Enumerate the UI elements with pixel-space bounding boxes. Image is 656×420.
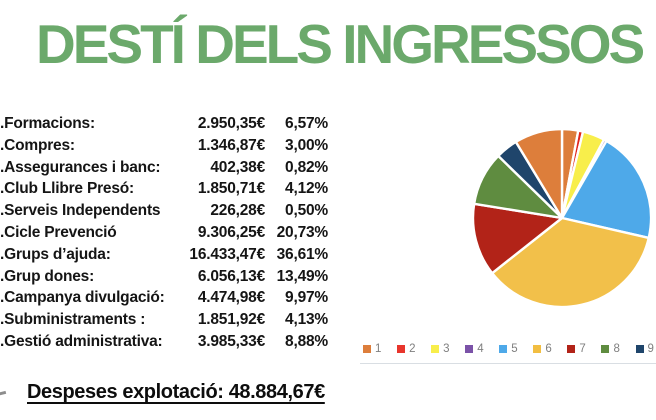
legend-item: 5 — [499, 343, 518, 355]
table-row: .Subministraments : 1.851,92€ 4,13% — [0, 309, 334, 331]
expense-table: .Formacions: 2.950,35€ 6,57% .Compres: 1… — [0, 113, 334, 353]
table-row: .Formacions: 2.950,35€ 6,57% — [0, 113, 334, 135]
table-row: .Serveis Independents 226,28€ 0,50% — [0, 200, 334, 222]
row-amount: 1.850,71€ — [197, 180, 265, 198]
legend-item: 2 — [397, 343, 415, 355]
pie-slice — [560, 139, 653, 240]
row-label: .Grups d’ajuda: — [0, 245, 111, 263]
table-row: .Compres: 1.346,87€ 3,00% — [0, 135, 334, 157]
legend-item: 6 — [533, 343, 552, 355]
row-label: .Gestió administrativa: — [0, 332, 163, 350]
legend-color-swatch-icon — [567, 345, 576, 353]
row-label: .Cicle Prevenció — [0, 223, 117, 241]
legend-color-swatch-icon — [499, 345, 508, 353]
row-label: .Club Llibre Presó: — [0, 180, 134, 198]
row-amount: 4.474,98€ — [197, 289, 265, 307]
row-label: .Serveis Independents — [0, 202, 161, 220]
legend-color-swatch-icon — [533, 345, 542, 353]
legend-label: 7 — [579, 343, 586, 355]
row-percentage: 3,00% — [285, 136, 328, 154]
legend-item: 9 — [635, 343, 654, 355]
legend-color-swatch-icon — [601, 345, 610, 353]
table-row: .Grup dones: 6.056,13€ 13,49% — [0, 266, 334, 288]
legend-label: 8 — [613, 343, 620, 355]
row-amount: 9.306,25€ — [197, 223, 265, 241]
row-label: .Assegurances i banc: — [0, 158, 161, 176]
legend-divider — [360, 363, 656, 364]
table-row: .Campanya divulgació: 4.474,98€ 9,97% — [0, 287, 334, 309]
table-row: .Club Llibre Presó: 1.850,71€ 4,12% — [0, 178, 334, 200]
row-percentage: 4,12% — [285, 180, 328, 198]
legend-item: 4 — [465, 343, 484, 355]
legend-label: 6 — [545, 343, 552, 355]
legend-item: 3 — [431, 343, 450, 355]
legend-color-swatch-icon — [431, 345, 440, 353]
row-percentage: 4,13% — [285, 311, 328, 329]
row-label: .Compres: — [0, 136, 75, 154]
legend-label: 1 — [375, 343, 382, 355]
row-percentage: 9,97% — [285, 289, 328, 307]
pie-slice — [471, 202, 564, 275]
row-percentage: 0,82% — [285, 158, 328, 176]
legend-label: 9 — [647, 343, 654, 355]
table-row: .Grups d’ajuda: 16.433,47€ 36,61% — [0, 244, 334, 266]
row-percentage: 8,88% — [285, 332, 328, 350]
row-amount: 6.056,13€ — [197, 267, 265, 285]
legend-label: 3 — [443, 343, 450, 355]
legend-label: 4 — [477, 343, 484, 355]
arrow-bullet-icon — [0, 390, 7, 397]
row-amount: 1.851,92€ — [197, 311, 265, 329]
legend-item: 7 — [567, 343, 586, 355]
row-percentage: 36,61% — [276, 245, 329, 263]
row-amount: 16.433,47€ — [189, 245, 265, 263]
pie-slice — [490, 216, 650, 309]
row-label: .Campanya divulgació: — [0, 289, 165, 307]
row-label: .Formacions: — [0, 115, 95, 132]
row-amount: 3.985,33€ — [197, 332, 265, 350]
row-percentage: 13,49% — [276, 267, 329, 285]
row-amount: 226,28€ — [210, 202, 265, 220]
legend-item: 8 — [601, 343, 620, 355]
page-title: DESTÍ DELS INGRESSOS — [36, 13, 645, 75]
legend-label: 5 — [511, 343, 518, 355]
legend-color-swatch-icon — [635, 345, 644, 353]
legend-color-swatch-icon — [363, 345, 371, 353]
table-row: .Gestió administrativa: 3.985,33€ 8,88% — [0, 331, 334, 353]
row-label: .Subministraments : — [0, 311, 146, 329]
legend-item: 1 — [363, 343, 381, 355]
row-label: .Grup dones: — [0, 267, 95, 285]
row-percentage: 6,57% — [285, 115, 328, 132]
total-expenses: Despeses explotació: 48.884,67€ — [27, 381, 325, 403]
pie-chart — [471, 127, 653, 309]
row-percentage: 20,73% — [276, 223, 329, 241]
row-amount: 2.950,35€ — [197, 115, 265, 132]
chart-legend: 1 2 3 4 5 6 7 8 9 — [363, 343, 654, 355]
legend-label: 2 — [409, 343, 416, 355]
pie-slice — [514, 127, 564, 220]
row-amount: 1.346,87€ — [197, 136, 265, 154]
row-percentage: 0,50% — [285, 202, 328, 220]
table-row: .Assegurances i banc: 402,38€ 0,82% — [0, 157, 334, 179]
table-row: .Cicle Prevenció 9.306,25€ 20,73% — [0, 222, 334, 244]
row-amount: 402,38€ — [210, 158, 265, 176]
legend-color-swatch-icon — [465, 345, 474, 353]
legend-color-swatch-icon — [397, 345, 406, 353]
